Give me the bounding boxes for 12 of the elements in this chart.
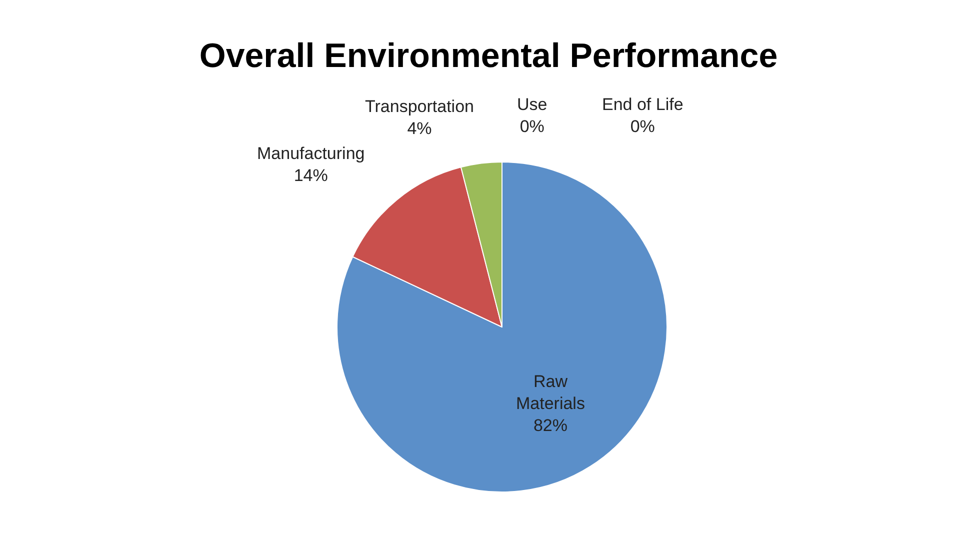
pie-slice (336, 162, 668, 492)
data-label: 4% (407, 119, 432, 138)
data-label: 82% (533, 416, 568, 436)
slice-label: Raw Materials (516, 372, 585, 414)
slice-label: Transportation (365, 97, 474, 116)
text: 0% (520, 117, 544, 136)
chart-title: Overall Environmental Performance (199, 36, 778, 75)
category-label: End of Life (602, 95, 684, 114)
text: 0% (630, 117, 655, 136)
category-label: Use (517, 95, 548, 114)
slice-label: Manufacturing (257, 144, 365, 163)
data-label: 14% (294, 166, 328, 186)
